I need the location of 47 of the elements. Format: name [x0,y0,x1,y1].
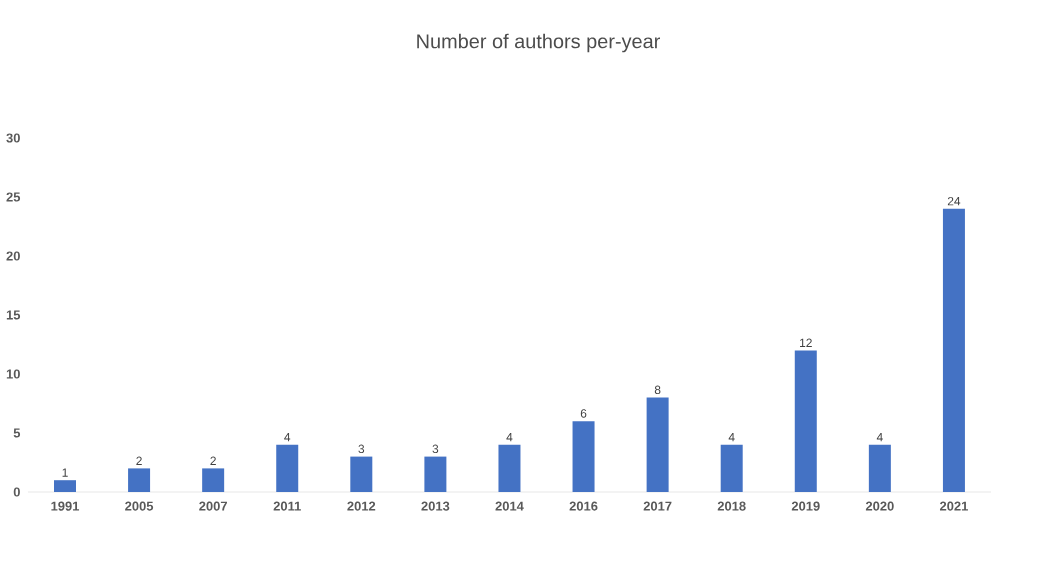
x-tick-label: 2012 [347,501,376,511]
data-label: 3 [432,444,439,454]
y-tick-label: 30 [6,133,20,143]
data-label: 24 [947,196,961,206]
bar [720,444,743,492]
x-tick-label: 2018 [717,501,746,511]
data-label: 8 [654,385,661,395]
x-tick-label: 2021 [939,501,968,511]
bar [498,444,521,492]
bar [128,468,151,492]
y-tick-label: 15 [6,310,21,320]
x-tick-label: 2014 [495,501,524,511]
chart-title: Number of authors per-year [417,33,660,53]
data-label: 2 [136,456,142,465]
data-label: 3 [358,444,365,454]
y-tick-label: 0 [13,487,20,497]
x-tick-label: 2011 [273,501,301,511]
data-label: 6 [580,409,587,418]
x-tick-label: 2013 [421,501,450,511]
bar [646,397,669,492]
bar [572,421,595,492]
bar [424,456,447,492]
bar [202,468,225,492]
bar [868,444,891,492]
data-label: 1 [62,468,68,477]
data-label: 4 [506,433,513,442]
y-tick-label: 10 [6,369,20,379]
x-tick-label: 2019 [791,501,820,511]
x-tick-label: 2016 [569,501,598,511]
bar [794,350,817,492]
y-tick-label: 20 [6,251,20,261]
bar [942,208,965,492]
bar [276,444,299,492]
x-tick-label: 2007 [199,501,227,511]
data-label: 4 [728,433,735,442]
bar [350,456,373,492]
x-tick-label: 1991 [51,501,80,511]
x-tick-label: 2017 [643,501,672,511]
bar [54,480,76,492]
y-tick-label: 5 [13,428,21,438]
x-tick-label: 2005 [125,501,154,511]
y-tick-label: 25 [6,192,21,202]
data-label: 12 [800,338,812,347]
data-label: 4 [284,433,291,442]
data-label: 4 [876,433,883,442]
x-tick-label: 2020 [865,501,894,511]
data-label: 2 [210,456,216,465]
